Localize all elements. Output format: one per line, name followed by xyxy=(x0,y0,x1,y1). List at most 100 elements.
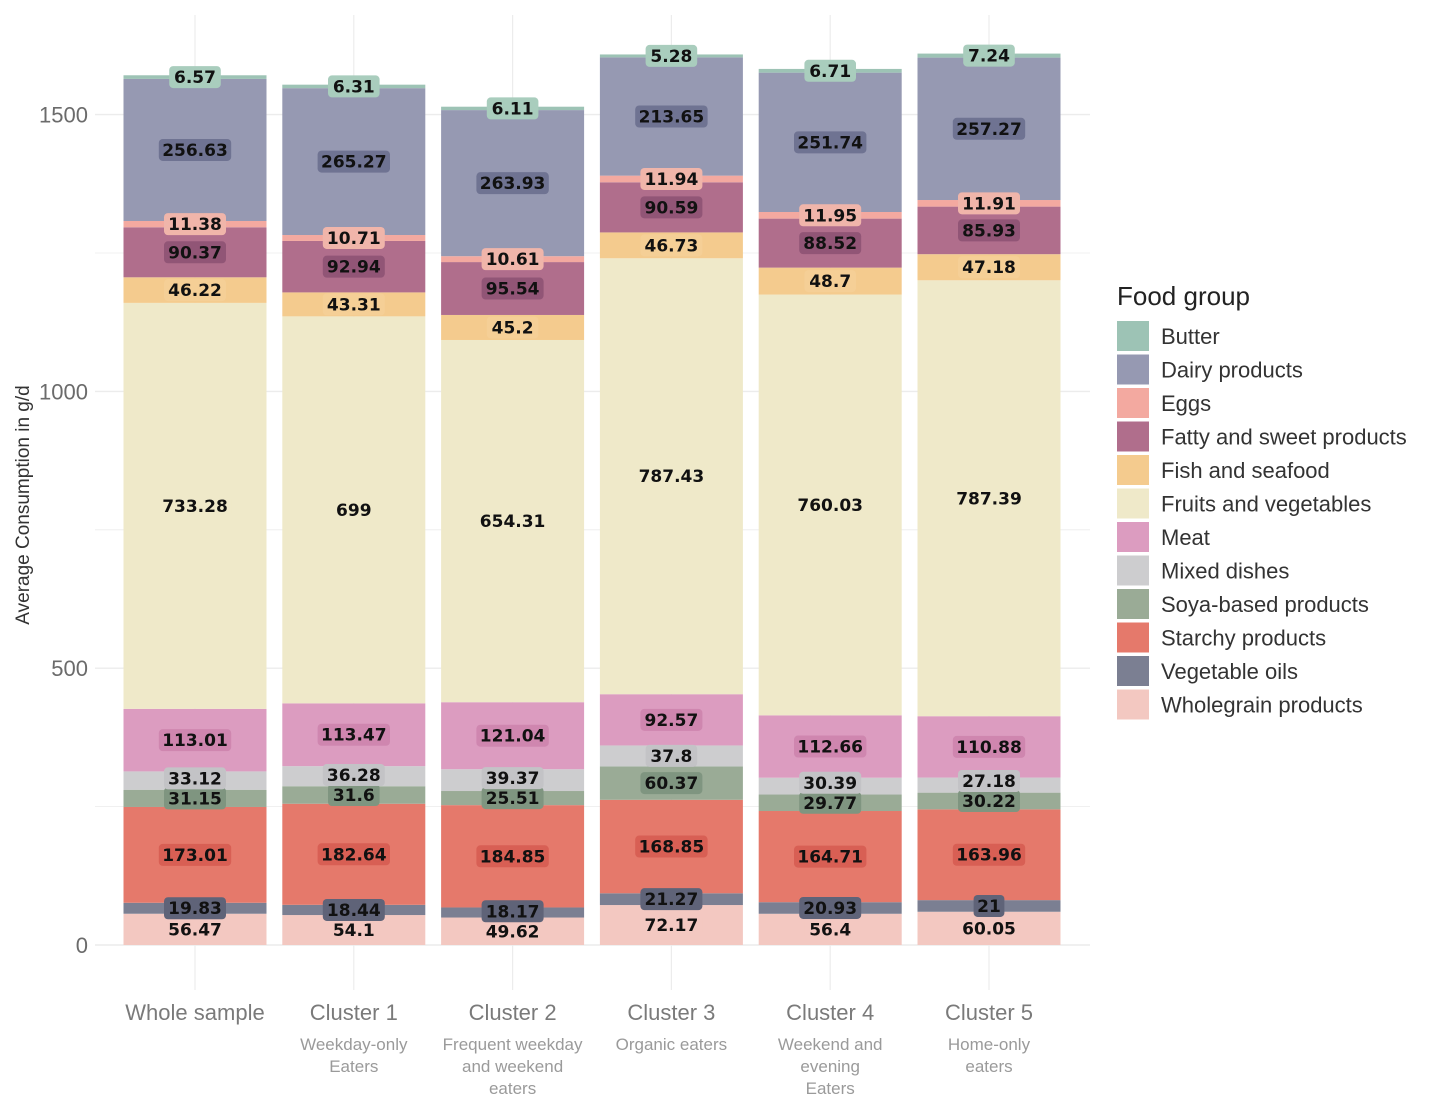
data-label: 90.37 xyxy=(168,243,222,263)
data-label: 11.94 xyxy=(645,170,699,190)
data-label: 30.22 xyxy=(962,792,1016,812)
data-label-bg xyxy=(635,105,708,128)
data-label: 25.51 xyxy=(486,789,540,809)
data-label: 6.71 xyxy=(809,62,851,82)
data-label-bg xyxy=(799,791,862,814)
data-label-bg xyxy=(317,723,390,746)
data-label: 5.28 xyxy=(650,47,692,67)
data-label-bg xyxy=(804,918,856,941)
data-label-bg xyxy=(476,172,549,195)
data-label: 45.2 xyxy=(492,318,534,338)
data-label: 18.17 xyxy=(486,902,540,922)
x-axis: Whole sample Cluster 1 Weekday-only Eaters C… xyxy=(125,1000,1033,1095)
data-label-bg xyxy=(322,763,385,786)
data-label-bg xyxy=(158,843,232,866)
data-label: 112.66 xyxy=(797,738,863,758)
x-tick-sublabel: eaters xyxy=(965,1057,1012,1076)
data-label: 48.7 xyxy=(809,272,851,292)
x-tick-label: Cluster 1 xyxy=(310,1000,398,1025)
data-label: 113.47 xyxy=(321,726,387,746)
data-label: 7.24 xyxy=(968,47,1010,67)
data-label-bg xyxy=(169,66,221,89)
data-label-bg xyxy=(158,138,232,161)
data-label: 20.93 xyxy=(803,899,857,919)
data-label-bg xyxy=(958,769,1020,792)
data-label-bg xyxy=(164,241,226,264)
data-label-bg xyxy=(958,917,1020,940)
legend-swatch xyxy=(1117,488,1149,519)
data-label-bg xyxy=(164,918,226,941)
data-label: 27.18 xyxy=(962,772,1016,792)
x-tick-sublabel: and weekend xyxy=(462,1057,563,1076)
data-label: 257.27 xyxy=(956,120,1022,140)
data-label-bg xyxy=(164,767,226,790)
legend-swatch xyxy=(1117,555,1149,586)
data-label-bg xyxy=(640,772,703,795)
data-label: 95.54 xyxy=(486,280,540,300)
x-tick-sublabel: evening xyxy=(800,1057,860,1076)
data-label: 168.85 xyxy=(639,838,705,858)
data-label: 19.83 xyxy=(168,899,222,919)
data-label: 21 xyxy=(977,897,1001,917)
data-label: 6.57 xyxy=(174,68,216,88)
x-tick-sublabel: Frequent weekday xyxy=(443,1035,583,1054)
data-label: 113.01 xyxy=(162,731,228,751)
data-label: 21.27 xyxy=(645,890,699,910)
data-label-bg xyxy=(794,131,867,154)
data-label: 263.93 xyxy=(480,174,546,194)
data-label-bg xyxy=(322,226,385,249)
legend-swatch xyxy=(1117,522,1149,552)
y-tick-label: 1000 xyxy=(39,379,88,404)
data-label-bg xyxy=(328,75,380,98)
data-label: 90.59 xyxy=(645,198,699,218)
legend-swatch xyxy=(1117,354,1149,385)
data-label: 60.37 xyxy=(645,774,699,794)
data-label-bg xyxy=(973,894,1005,917)
data-label-bg xyxy=(481,767,544,790)
data-label-bg xyxy=(481,277,544,300)
data-label-bg xyxy=(645,744,698,767)
data-label: 47.18 xyxy=(962,258,1016,278)
data-label-bg xyxy=(635,465,708,488)
data-label-bg xyxy=(317,843,390,866)
data-label-bg xyxy=(486,316,539,339)
y-tick-label: 1500 xyxy=(39,103,88,128)
legend-swatch xyxy=(1117,589,1149,619)
y-axis-label: Average Consumption in g/d xyxy=(13,385,34,624)
data-label: 30.39 xyxy=(803,774,857,794)
data-label-bg xyxy=(794,735,867,758)
data-label-bg xyxy=(804,270,856,293)
data-label: 10.61 xyxy=(486,250,540,270)
legend-swatch xyxy=(1117,622,1149,653)
data-label-bg xyxy=(317,150,390,173)
x-tick-sublabel: Eaters xyxy=(806,1079,855,1095)
data-label: 760.03 xyxy=(797,496,863,516)
data-label-bg xyxy=(958,192,1020,215)
data-label-bg xyxy=(799,896,862,919)
data-label: 37.8 xyxy=(650,747,692,767)
data-label-bg xyxy=(481,900,544,923)
data-label: 6.31 xyxy=(333,77,375,97)
data-label: 699 xyxy=(336,501,372,521)
legend-label: Meat xyxy=(1161,525,1210,550)
data-label: 733.28 xyxy=(162,497,228,517)
x-tick-label: Cluster 5 xyxy=(945,1000,1033,1025)
data-label: 88.52 xyxy=(803,234,857,254)
bars xyxy=(123,53,1061,945)
legend-swatch xyxy=(1117,388,1149,418)
data-label-bg xyxy=(958,789,1020,812)
data-label: 92.94 xyxy=(327,258,381,278)
legend-label: Fatty and sweet products xyxy=(1161,425,1407,450)
data-label-bg xyxy=(158,729,232,752)
y-tick-label: 500 xyxy=(51,656,88,681)
legend-label: Starchy products xyxy=(1161,626,1326,651)
data-label: 31.6 xyxy=(333,786,375,806)
data-label-bg xyxy=(164,897,226,920)
data-label: 256.63 xyxy=(162,141,228,161)
data-label: 110.88 xyxy=(956,738,1022,758)
data-label: 43.31 xyxy=(327,295,381,315)
data-label-bg xyxy=(640,708,703,731)
data-label: 72.17 xyxy=(645,916,699,936)
data-label-bg xyxy=(328,919,380,942)
x-tick-label: Whole sample xyxy=(125,1000,264,1025)
